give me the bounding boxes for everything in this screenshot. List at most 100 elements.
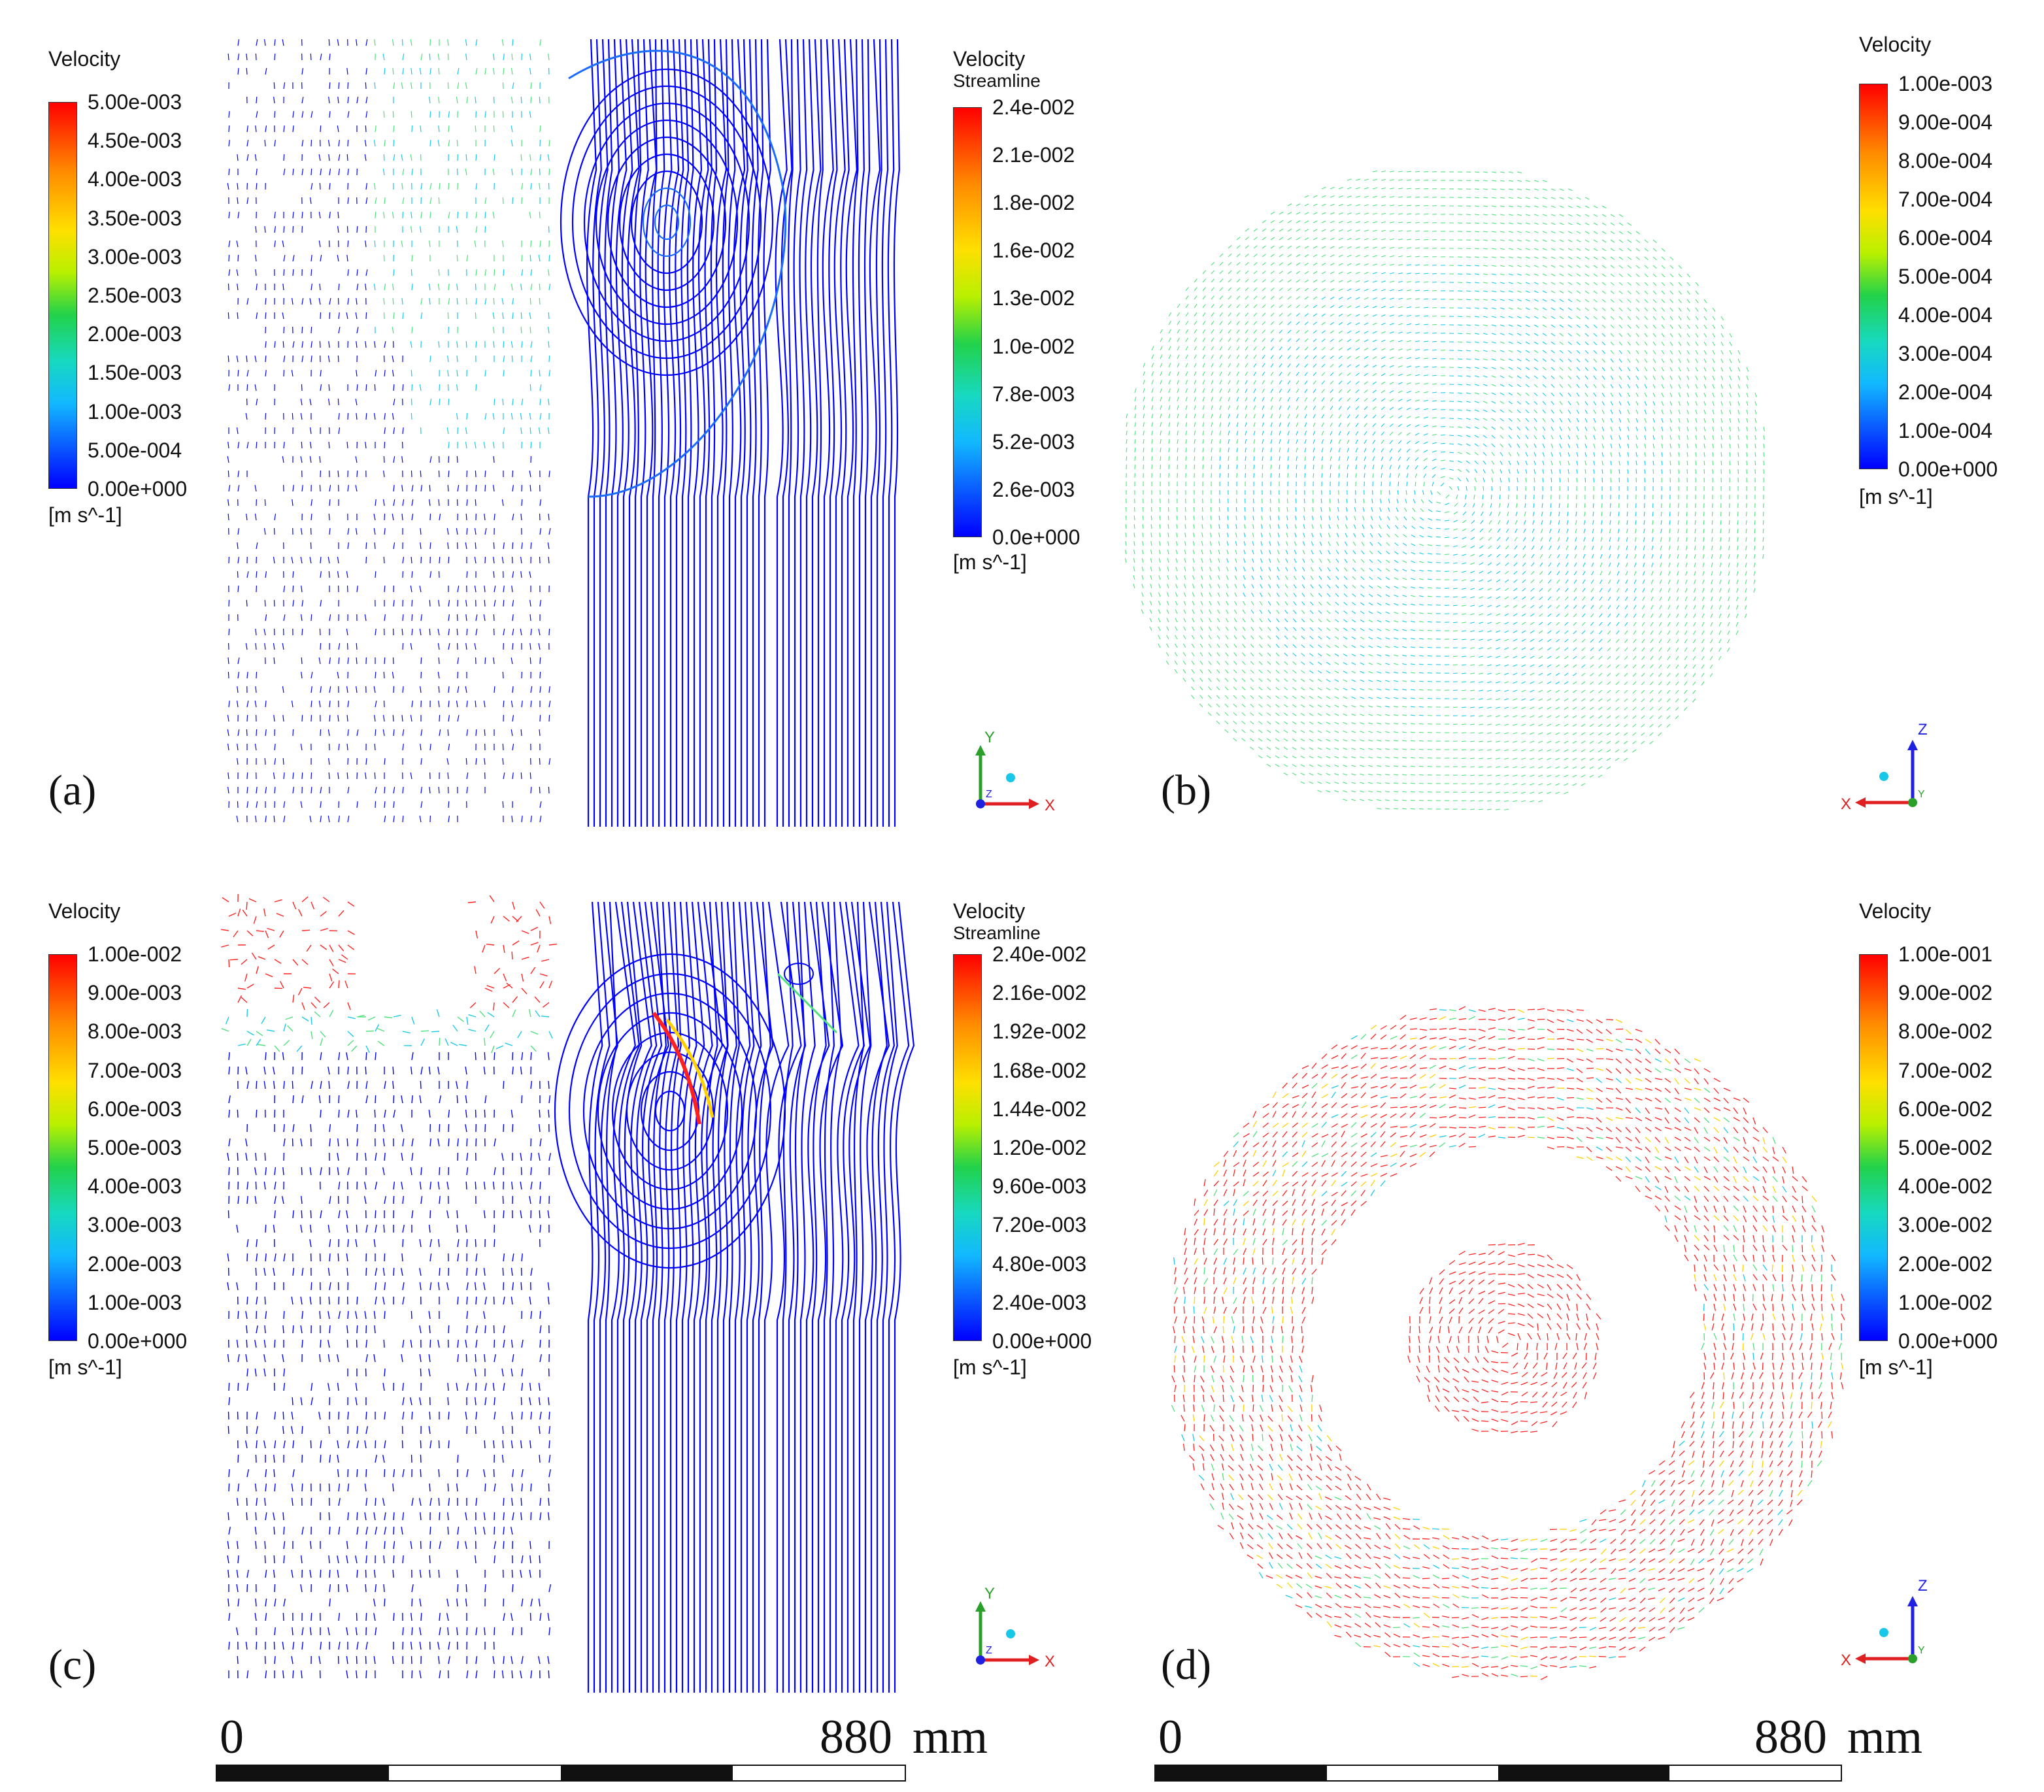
velocity-vector [1236, 321, 1240, 325]
velocity-vector [1242, 635, 1246, 640]
velocity-vector [1185, 287, 1189, 291]
velocity-vector [465, 442, 467, 449]
velocity-vector [1302, 567, 1305, 572]
velocity-vector [1309, 618, 1314, 623]
velocity-vector [1499, 307, 1505, 310]
velocity-vector [1275, 712, 1280, 716]
velocity-vector [273, 643, 275, 650]
velocity-vector [1558, 520, 1560, 525]
velocity-vector [1364, 178, 1369, 181]
velocity-vector [1262, 228, 1267, 232]
velocity-vector [1381, 440, 1384, 444]
velocity-vector [1207, 703, 1212, 708]
velocity-vector [1304, 203, 1309, 207]
velocity-vector [448, 816, 450, 823]
velocity-vector [1583, 554, 1586, 559]
velocity-vector [1279, 304, 1283, 308]
velocity-vector [1556, 588, 1560, 592]
velocity-vector [1355, 439, 1358, 444]
velocity-vector [1394, 748, 1399, 750]
velocity-vector [1402, 706, 1407, 708]
velocity-vector [1360, 714, 1365, 716]
velocity-vector [1158, 550, 1161, 555]
velocity-vector [1243, 541, 1246, 546]
velocity-vector [1326, 653, 1331, 657]
velocity-vector [1559, 205, 1564, 208]
velocity-vector [1364, 204, 1369, 207]
velocity-vector [237, 39, 240, 46]
velocity-vector [1491, 290, 1496, 293]
velocity-vector [1360, 628, 1365, 631]
velocity-vector [384, 527, 386, 535]
velocity-vector [1233, 720, 1237, 725]
velocity-vector [1219, 329, 1223, 334]
velocity-vector [1522, 579, 1526, 584]
velocity-vector [1364, 238, 1369, 241]
velocity-vector [1398, 280, 1403, 283]
tick-label: 2.6e-003 [992, 477, 1075, 501]
velocity-vector [420, 787, 422, 794]
velocity-vector [1192, 592, 1195, 597]
velocity-vector [437, 672, 440, 679]
velocity-vector [1360, 688, 1365, 691]
velocity-vector [1296, 262, 1301, 266]
streamline [598, 39, 609, 827]
velocity-vector [1567, 265, 1573, 268]
velocity-vector [1275, 661, 1280, 665]
velocity-vector [1309, 772, 1314, 776]
velocity-vector [1394, 680, 1399, 682]
velocity-vector [1525, 341, 1530, 344]
velocity-vector [301, 628, 303, 636]
velocity-vector [1321, 288, 1326, 291]
velocity-vector [1504, 639, 1509, 642]
velocity-vector [1530, 579, 1535, 584]
velocity-vector [346, 743, 348, 751]
velocity-vector [1576, 452, 1579, 457]
velocity-vector [1483, 248, 1488, 250]
velocity-vector [494, 600, 496, 607]
velocity-vector [1581, 655, 1586, 659]
velocity-vector [283, 586, 286, 593]
velocity-vector [1372, 423, 1377, 427]
velocity-vector [1533, 452, 1537, 457]
velocity-vector [1337, 498, 1339, 504]
velocity-vector [1516, 171, 1522, 174]
velocity-vector [1474, 171, 1480, 173]
velocity-vector [538, 643, 541, 650]
velocity-vector [521, 269, 524, 276]
velocity-vector [1270, 245, 1275, 249]
streamline [571, 85, 762, 359]
velocity-vector [1542, 273, 1547, 276]
velocity-vector [1466, 214, 1471, 216]
velocity-vector [1415, 391, 1420, 393]
tick-label: 3.00e-003 [88, 244, 182, 269]
velocity-vector [1368, 662, 1373, 665]
velocity-vector [1474, 409, 1479, 412]
velocity-vector [1287, 321, 1292, 325]
velocity-vector [1549, 520, 1552, 525]
velocity-vector [291, 370, 293, 377]
velocity-vector [1411, 569, 1416, 572]
velocity-vector [1330, 313, 1335, 317]
velocity-vector [1275, 763, 1280, 767]
velocity-vector [1150, 575, 1152, 580]
velocity-vector [465, 643, 467, 650]
velocity-vector [1398, 456, 1401, 461]
velocity-vector [1343, 765, 1348, 767]
velocity-vector [1194, 405, 1196, 410]
velocity-vector [329, 312, 331, 320]
velocity-vector [1211, 388, 1214, 393]
velocity-vector [1547, 588, 1552, 592]
velocity-vector [1479, 605, 1484, 607]
velocity-vector [1513, 562, 1518, 567]
velocity-vector [1487, 757, 1492, 759]
velocity-vector [236, 701, 239, 708]
velocity-vector [1470, 622, 1475, 624]
velocity-vector [1491, 239, 1496, 241]
velocity-vector [246, 298, 249, 305]
velocity-vector [1279, 346, 1282, 351]
velocity-vector [1533, 333, 1539, 336]
velocity-vector [1347, 448, 1350, 453]
velocity-vector [1360, 602, 1365, 606]
velocity-vector [375, 370, 377, 377]
